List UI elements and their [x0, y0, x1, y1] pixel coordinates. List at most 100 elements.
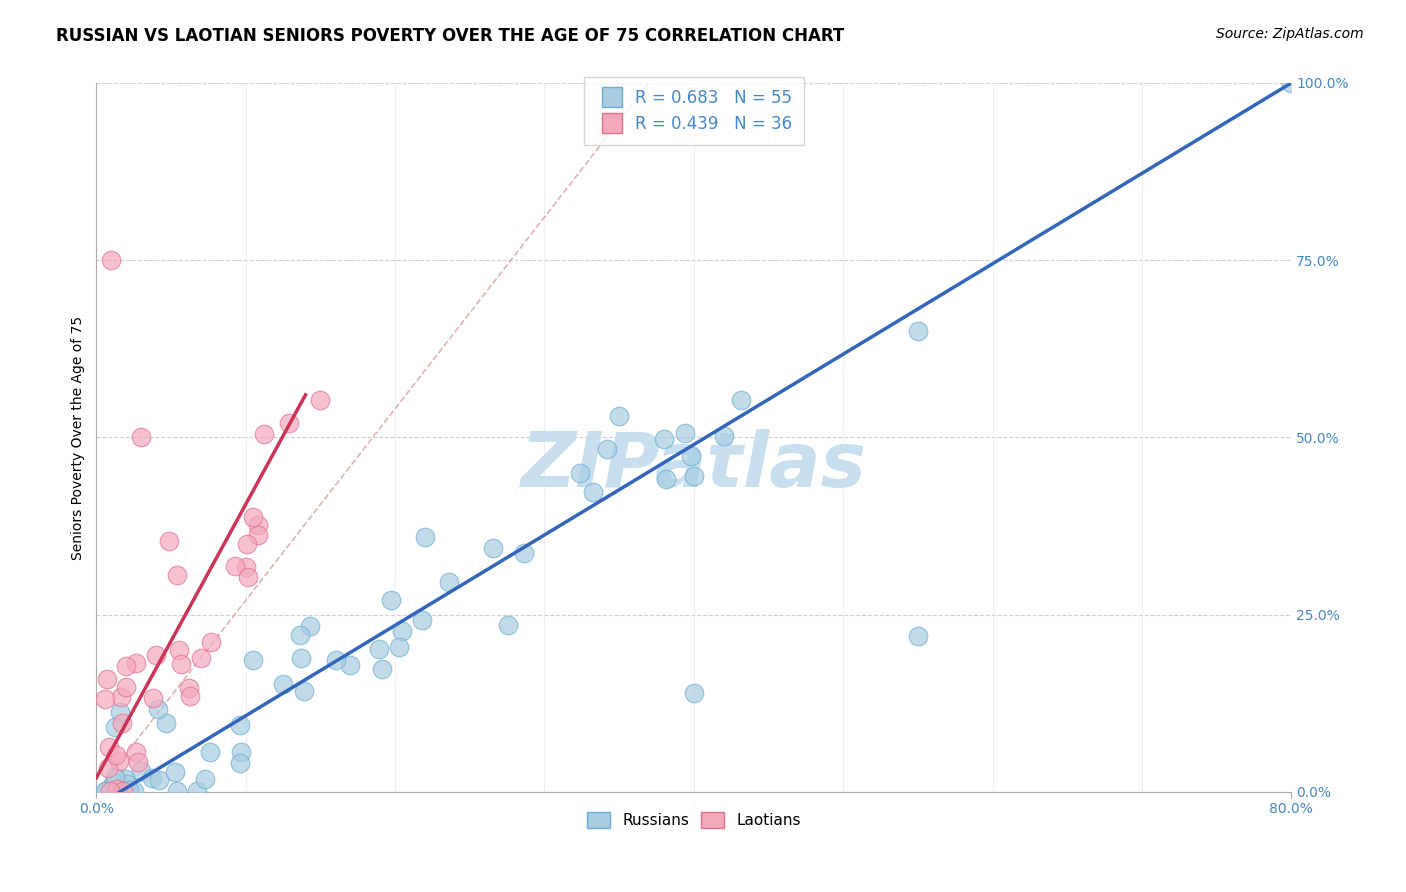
Point [107, 754, 129, 768]
Point [198, 745, 221, 759]
Point [278, 416, 301, 430]
Point [682, 468, 704, 483]
Point [380, 592, 402, 607]
Point [512, 546, 534, 560]
Point [247, 518, 270, 533]
Point [148, 702, 170, 716]
Point [371, 662, 394, 676]
Point [367, 642, 389, 657]
Text: ZIPatlas: ZIPatlas [520, 429, 868, 503]
Point [652, 432, 675, 446]
Point [104, 720, 127, 734]
Point [582, 484, 605, 499]
Point [391, 624, 413, 639]
Point [200, 635, 222, 649]
Point [413, 530, 436, 544]
Point [125, 657, 148, 671]
Point [231, 745, 253, 759]
Point [186, 784, 208, 798]
Point [1279, 76, 1302, 90]
Point [122, 784, 145, 798]
Point [309, 392, 332, 407]
Point [673, 426, 696, 441]
Point [252, 427, 274, 442]
Point [125, 745, 148, 759]
Point [271, 677, 294, 691]
Point [117, 777, 139, 791]
Point [907, 629, 929, 643]
Point [179, 689, 201, 703]
Point [288, 627, 311, 641]
Point [194, 772, 217, 786]
Point [242, 653, 264, 667]
Point [235, 537, 257, 551]
Point [190, 651, 212, 665]
Point [110, 690, 132, 704]
Point [93, 692, 115, 706]
Point [104, 748, 127, 763]
Point [94, 784, 117, 798]
Point [115, 658, 138, 673]
Point [96, 672, 118, 686]
Point [388, 640, 411, 655]
Point [290, 651, 312, 665]
Point [481, 541, 503, 555]
Y-axis label: Seniors Poverty Over the Age of 75: Seniors Poverty Over the Age of 75 [72, 316, 86, 559]
Point [166, 784, 188, 798]
Point [104, 784, 127, 798]
Point [167, 642, 190, 657]
Point [114, 680, 136, 694]
Point [100, 253, 122, 268]
Point [141, 771, 163, 785]
Point [127, 755, 149, 769]
Point [165, 765, 187, 780]
Point [607, 409, 630, 423]
Point [117, 783, 139, 797]
Point [437, 575, 460, 590]
Point [129, 764, 152, 778]
Point [169, 657, 191, 671]
Point [94, 784, 117, 798]
Text: Source: ZipAtlas.com: Source: ZipAtlas.com [1216, 27, 1364, 41]
Text: RUSSIAN VS LAOTIAN SENIORS POVERTY OVER THE AGE OF 75 CORRELATION CHART: RUSSIAN VS LAOTIAN SENIORS POVERTY OVER … [56, 27, 845, 45]
Point [179, 681, 201, 695]
Point [97, 739, 120, 754]
Point [247, 528, 270, 542]
Legend: Russians, Laotians: Russians, Laotians [581, 805, 807, 834]
Point [111, 784, 134, 798]
Point [655, 472, 678, 486]
Point [713, 429, 735, 443]
Point [224, 558, 246, 573]
Point [148, 772, 170, 787]
Point [235, 560, 257, 574]
Point [292, 683, 315, 698]
Point [110, 784, 132, 798]
Point [129, 430, 152, 444]
Point [298, 619, 321, 633]
Point [97, 761, 120, 775]
Point [682, 686, 704, 700]
Point [105, 782, 128, 797]
Point [907, 324, 929, 338]
Point [339, 658, 361, 673]
Point [228, 756, 250, 770]
Point [114, 772, 136, 786]
Point [104, 770, 127, 784]
Point [228, 717, 250, 731]
Point [496, 617, 519, 632]
Point [155, 715, 177, 730]
Point [242, 509, 264, 524]
Point [569, 466, 592, 480]
Point [145, 648, 167, 662]
Point [166, 568, 188, 582]
Point [238, 569, 260, 583]
Point [325, 653, 347, 667]
Point [103, 775, 125, 789]
Point [98, 784, 121, 798]
Point [108, 706, 131, 720]
Point [681, 449, 703, 463]
Point [596, 442, 619, 456]
Point [411, 613, 433, 627]
Point [157, 534, 180, 549]
Point [142, 691, 165, 706]
